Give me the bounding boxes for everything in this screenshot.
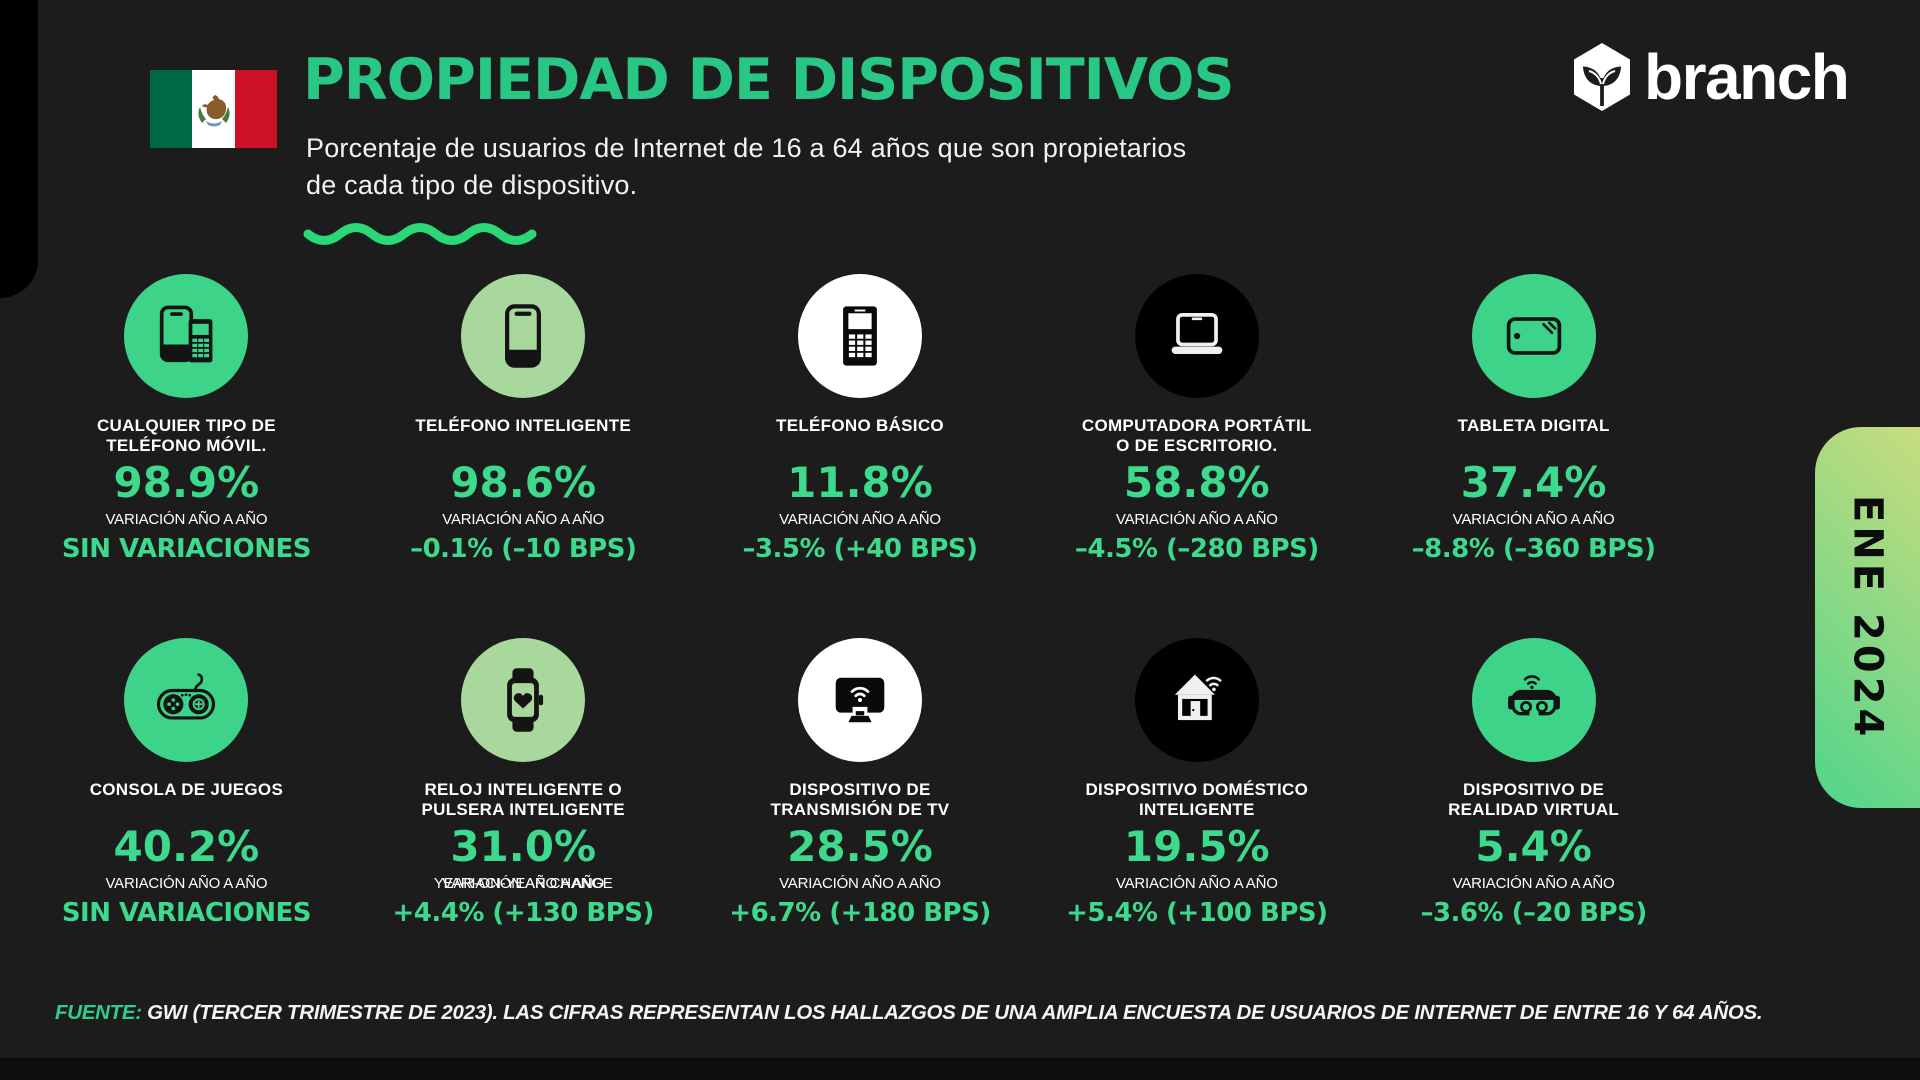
device-label: DISPOSITIVO DOMÉSTICO INTELIGENTE xyxy=(1085,780,1309,819)
device-cards-row-1: CUALQUIER TIPO DE TELÉFONO MÓVIL. 98.9% … xyxy=(18,274,1702,564)
device-icon-circle xyxy=(124,638,249,762)
variation-label: VARIACIÓN AÑO A AÑO xyxy=(1115,875,1278,892)
device-icon-circle xyxy=(1471,638,1596,762)
device-label: DISPOSITIVO DE TRANSMISIÓN DE TV xyxy=(770,780,950,819)
smartphone-icon xyxy=(486,299,560,373)
device-card: CUALQUIER TIPO DE TELÉFONO MÓVIL. 98.9% … xyxy=(18,274,355,564)
source-prefix: FUENTE: xyxy=(55,1001,142,1024)
device-percentage: 37.4% xyxy=(1460,458,1607,507)
yoy-delta: –8.8% (–360 BPS) xyxy=(1411,534,1656,564)
device-card: TELÉFONO BÁSICO 11.8% VARIACIÓN AÑO A AÑ… xyxy=(692,274,1029,564)
laptop-icon xyxy=(1160,299,1234,373)
device-percentage: 98.9% xyxy=(113,458,260,507)
mexico-flag xyxy=(150,70,277,148)
yoy-delta: –0.1% (–10 BPS) xyxy=(410,534,637,564)
yoy-delta: SIN VARIACIONES xyxy=(61,534,312,564)
device-icon-circle xyxy=(797,638,922,762)
device-label: TELÉFONO INTELIGENTE xyxy=(415,416,632,435)
variation-label: VARIACIÓN AÑO A AÑO xyxy=(1452,511,1615,528)
yoy-delta: +5.4% (+100 BPS) xyxy=(1066,898,1328,928)
device-card: DISPOSITIVO DOMÉSTICO INTELIGENTE 19.5% … xyxy=(1028,638,1365,928)
yoy-delta: –4.5% (–280 BPS) xyxy=(1074,534,1319,564)
page-subtitle: Porcentaje de usuarios de Internet de 16… xyxy=(306,130,1186,204)
device-card: TELÉFONO INTELIGENTE 98.6% VARIACIÓN AÑO… xyxy=(355,274,692,564)
date-tab: ENE 2024 xyxy=(1815,427,1920,808)
game-console-icon xyxy=(149,663,223,737)
yoy-delta: +6.7% (+180 BPS) xyxy=(729,898,991,928)
source-note: FUENTE: GWI (TERCER TRIMESTRE DE 2023). … xyxy=(55,1001,1763,1025)
device-icon-circle xyxy=(1471,274,1596,398)
device-card: RELOJ INTELIGENTE O PULSERA INTELIGENTE … xyxy=(355,638,692,928)
variation-label: VARIACIÓN AÑO A AÑO xyxy=(1115,511,1278,528)
subtitle-line-1: Porcentaje de usuarios de Internet de 16… xyxy=(306,133,1187,163)
source-text: GWI (TERCER TRIMESTRE DE 2023). LAS CIFR… xyxy=(141,1001,1763,1024)
device-label: CONSOLA DE JUEGOS xyxy=(89,780,284,799)
branch-sprout-hexagon-icon xyxy=(1574,43,1630,111)
device-card: CONSOLA DE JUEGOS 40.2% VARIACIÓN AÑO A … xyxy=(18,638,355,928)
device-label: DISPOSITIVO DE REALIDAD VIRTUAL xyxy=(1448,780,1620,819)
brand-logo: branch xyxy=(1570,40,1850,114)
device-percentage: 28.5% xyxy=(787,822,933,871)
device-percentage: 11.8% xyxy=(787,458,933,507)
tablet-icon xyxy=(1497,299,1571,373)
device-label: TABLETA DIGITAL xyxy=(1457,416,1610,435)
top-left-black-tab xyxy=(0,0,38,298)
device-label: CUALQUIER TIPO DE TELÉFONO MÓVIL. xyxy=(96,416,276,455)
subtitle-line-2: de cada tipo de dispositivo. xyxy=(306,170,638,200)
variation-label: VARIACIÓN AÑO A AÑO YEAR-ON-YEAR CHANGE xyxy=(433,875,613,892)
vr-headset-icon xyxy=(1497,663,1571,737)
device-label: TELÉFONO BÁSICO xyxy=(776,416,944,435)
device-card: COMPUTADORA PORTÁTIL O DE ESCRITORIO. 58… xyxy=(1028,274,1365,564)
device-label: RELOJ INTELIGENTE O PULSERA INTELIGENTE xyxy=(421,780,625,819)
device-percentage: 31.0% xyxy=(450,822,597,871)
variation-label: VARIACIÓN AÑO A AÑO xyxy=(442,511,605,528)
page-title: PROPIEDAD DE DISPOSITIVOS xyxy=(303,47,1235,113)
device-icon-circle xyxy=(1134,638,1259,762)
flag-eagle-emblem xyxy=(197,95,230,127)
yoy-delta: –3.6% (–20 BPS) xyxy=(1420,898,1647,928)
device-card: DISPOSITIVO DE REALIDAD VIRTUAL 5.4% VAR… xyxy=(1365,638,1702,928)
smart-home-icon xyxy=(1160,663,1234,737)
device-percentage: 58.8% xyxy=(1123,458,1270,507)
yoy-delta: +4.4% (+130 BPS) xyxy=(392,898,654,928)
wave-underline-decoration xyxy=(303,223,537,245)
device-cards-row-2: CONSOLA DE JUEGOS 40.2% VARIACIÓN AÑO A … xyxy=(18,638,1702,928)
flag-green-stripe xyxy=(150,70,193,148)
variation-label: VARIACIÓN AÑO A AÑO xyxy=(779,511,941,528)
device-icon-circle xyxy=(461,638,586,762)
yoy-delta: SIN VARIACIONES xyxy=(61,898,312,928)
device-icon-circle xyxy=(1134,274,1259,398)
device-icon-circle xyxy=(461,274,586,398)
bottom-black-strip xyxy=(0,1058,1920,1080)
date-tab-label: ENE 2024 xyxy=(1844,494,1891,741)
device-card: DISPOSITIVO DE TRANSMISIÓN DE TV 28.5% V… xyxy=(692,638,1029,928)
flag-red-stripe xyxy=(234,70,277,148)
device-icon-circle xyxy=(124,274,249,398)
feature-phone-icon xyxy=(823,299,897,373)
yoy-delta: –3.5% (+40 BPS) xyxy=(742,534,978,564)
brand-name: branch xyxy=(1644,41,1850,113)
variation-label: VARIACIÓN AÑO A AÑO xyxy=(1452,875,1615,892)
variation-label: VARIACIÓN AÑO A AÑO xyxy=(105,511,268,528)
device-card: TABLETA DIGITAL 37.4% VARIACIÓN AÑO A AÑ… xyxy=(1365,274,1702,564)
device-percentage: 40.2% xyxy=(113,822,260,871)
device-icon-circle xyxy=(797,274,922,398)
device-percentage: 98.6% xyxy=(450,458,597,507)
variation-label: VARIACIÓN AÑO A AÑO xyxy=(105,875,268,892)
device-label: COMPUTADORA PORTÁTIL O DE ESCRITORIO. xyxy=(1081,416,1312,455)
device-percentage: 5.4% xyxy=(1475,822,1592,871)
device-percentage: 19.5% xyxy=(1123,822,1270,871)
tv-streaming-icon xyxy=(823,663,897,737)
smartwatch-icon xyxy=(486,663,560,737)
variation-label: VARIACIÓN AÑO A AÑO xyxy=(779,875,941,892)
mobile-phones-icon xyxy=(149,299,223,373)
